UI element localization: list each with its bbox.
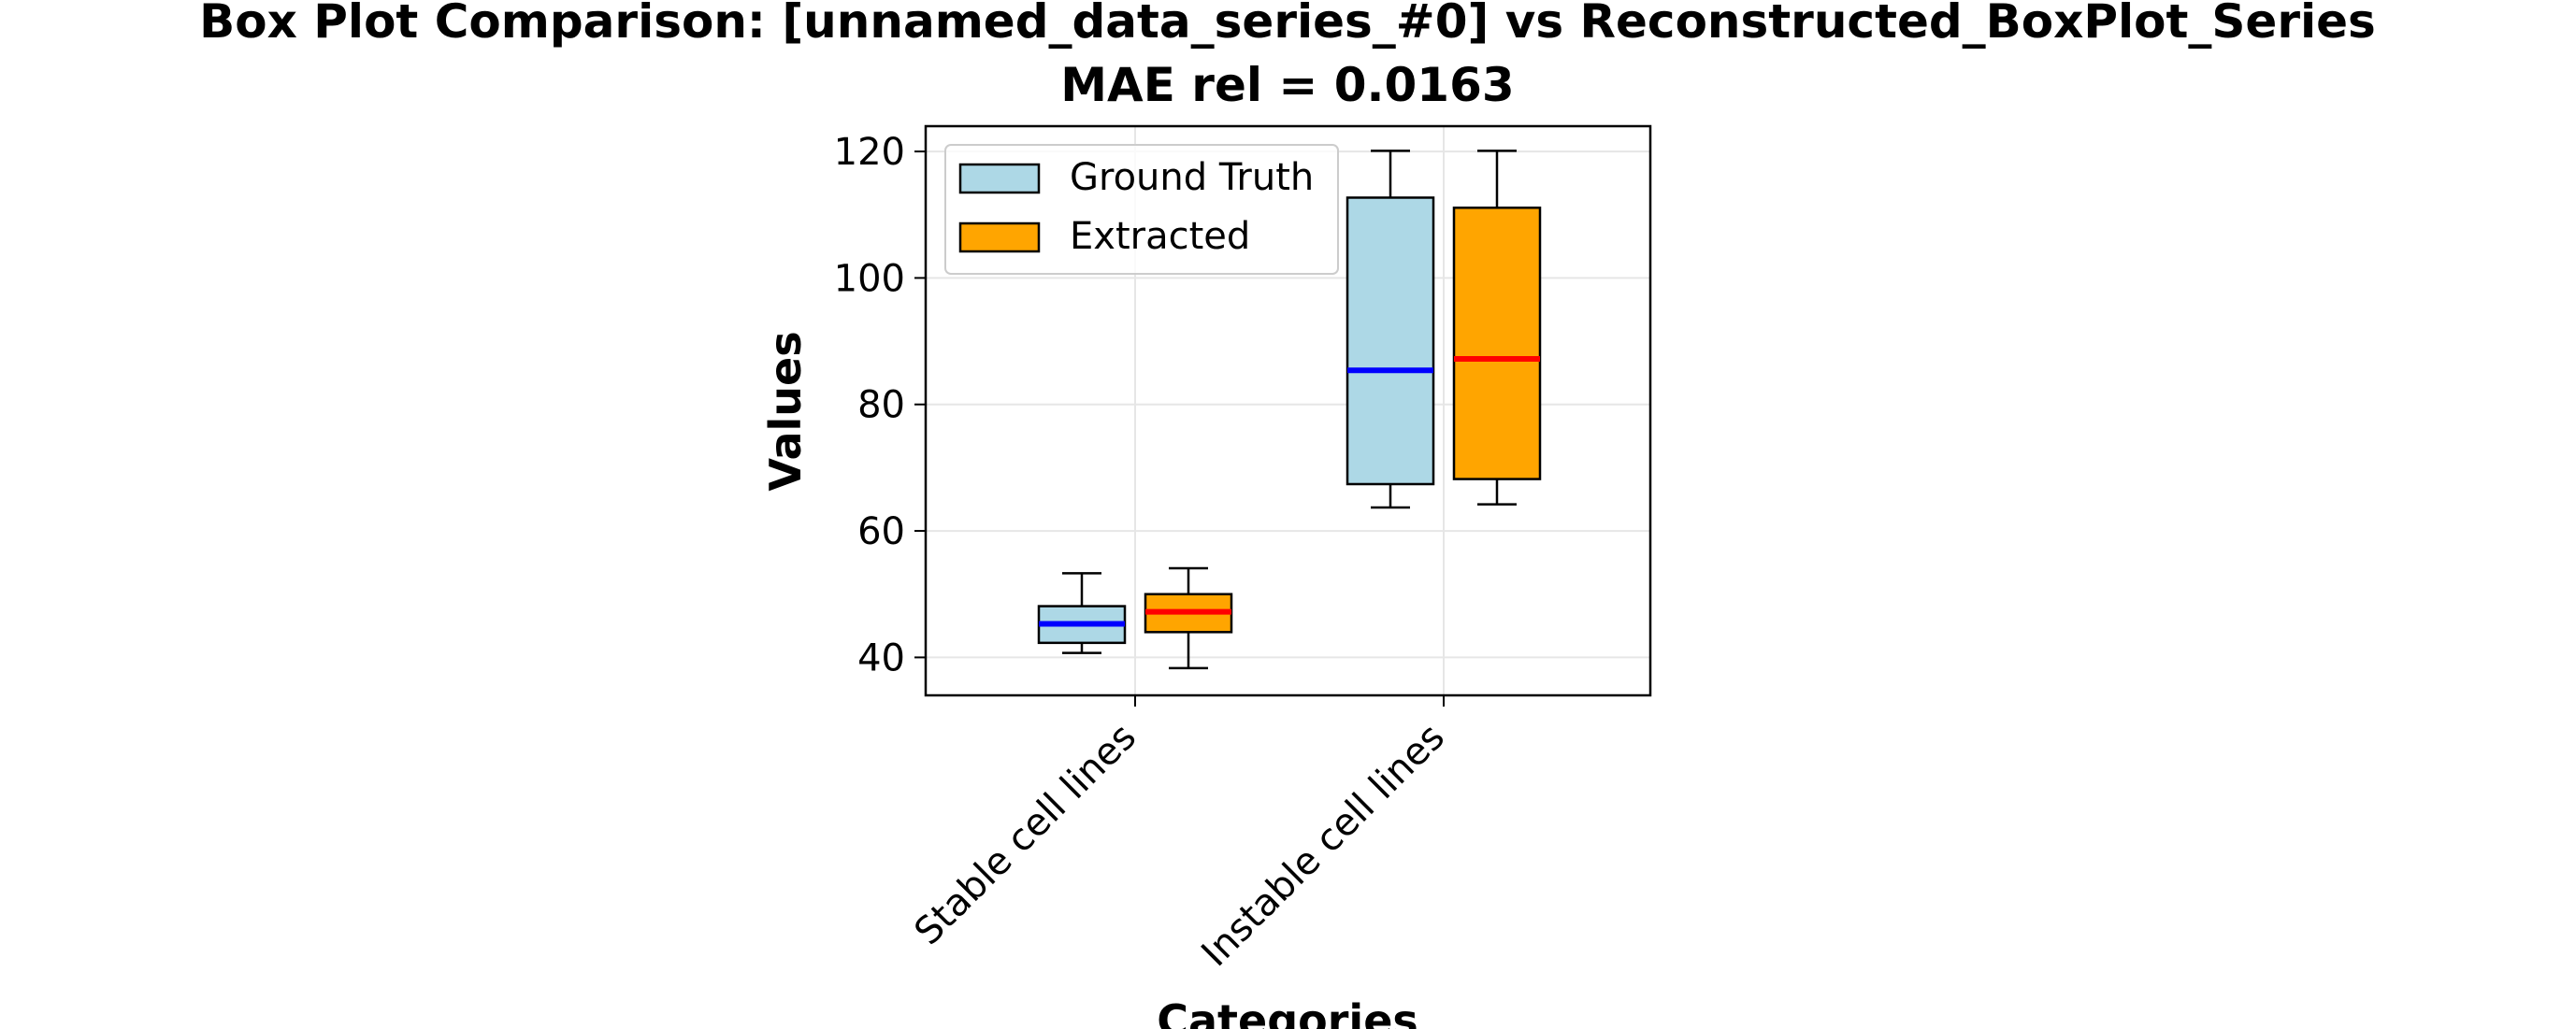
- legend-label-ground-truth: Ground Truth: [1070, 156, 1314, 199]
- box-groups: [1037, 150, 1542, 670]
- y-tick-label: 80: [857, 384, 905, 427]
- x-axis-label: Categories: [1157, 995, 1418, 1029]
- plot-area-frame: [924, 124, 1652, 697]
- legend: Ground Truth Extracted: [944, 144, 1339, 275]
- y-tick-label: 40: [857, 636, 905, 679]
- x-tick-label: Stable cell lines: [906, 716, 1144, 954]
- y-tick-label: 120: [834, 131, 905, 174]
- y-tick-label: 60: [857, 510, 905, 553]
- legend-swatch-ground-truth: [958, 163, 1041, 194]
- y-axis-label: Values: [760, 331, 811, 491]
- box-ground-truth-1: [1346, 150, 1435, 509]
- box-body: [1346, 196, 1435, 486]
- x-tick-label: Instable cell lines: [1193, 716, 1453, 976]
- box-extracted-1: [1452, 150, 1542, 506]
- box-extracted-0: [1144, 566, 1233, 670]
- y-tick-label: 100: [834, 257, 905, 300]
- y-axis-ticks: 40 60 80 100 120: [834, 131, 926, 679]
- chart-title: Box Plot Comparison: [unnamed_data_serie…: [199, 0, 2376, 49]
- legend-label-extracted: Extracted: [1070, 215, 1250, 258]
- box-ground-truth-0: [1037, 572, 1127, 654]
- x-axis-ticks: Stable cell lines Instable cell lines: [906, 695, 1453, 975]
- legend-frame: [944, 144, 1339, 275]
- chart-subtitle: MAE rel = 0.0163: [1060, 58, 1514, 112]
- legend-swatch-extracted: [958, 222, 1041, 253]
- box-body: [1452, 207, 1542, 480]
